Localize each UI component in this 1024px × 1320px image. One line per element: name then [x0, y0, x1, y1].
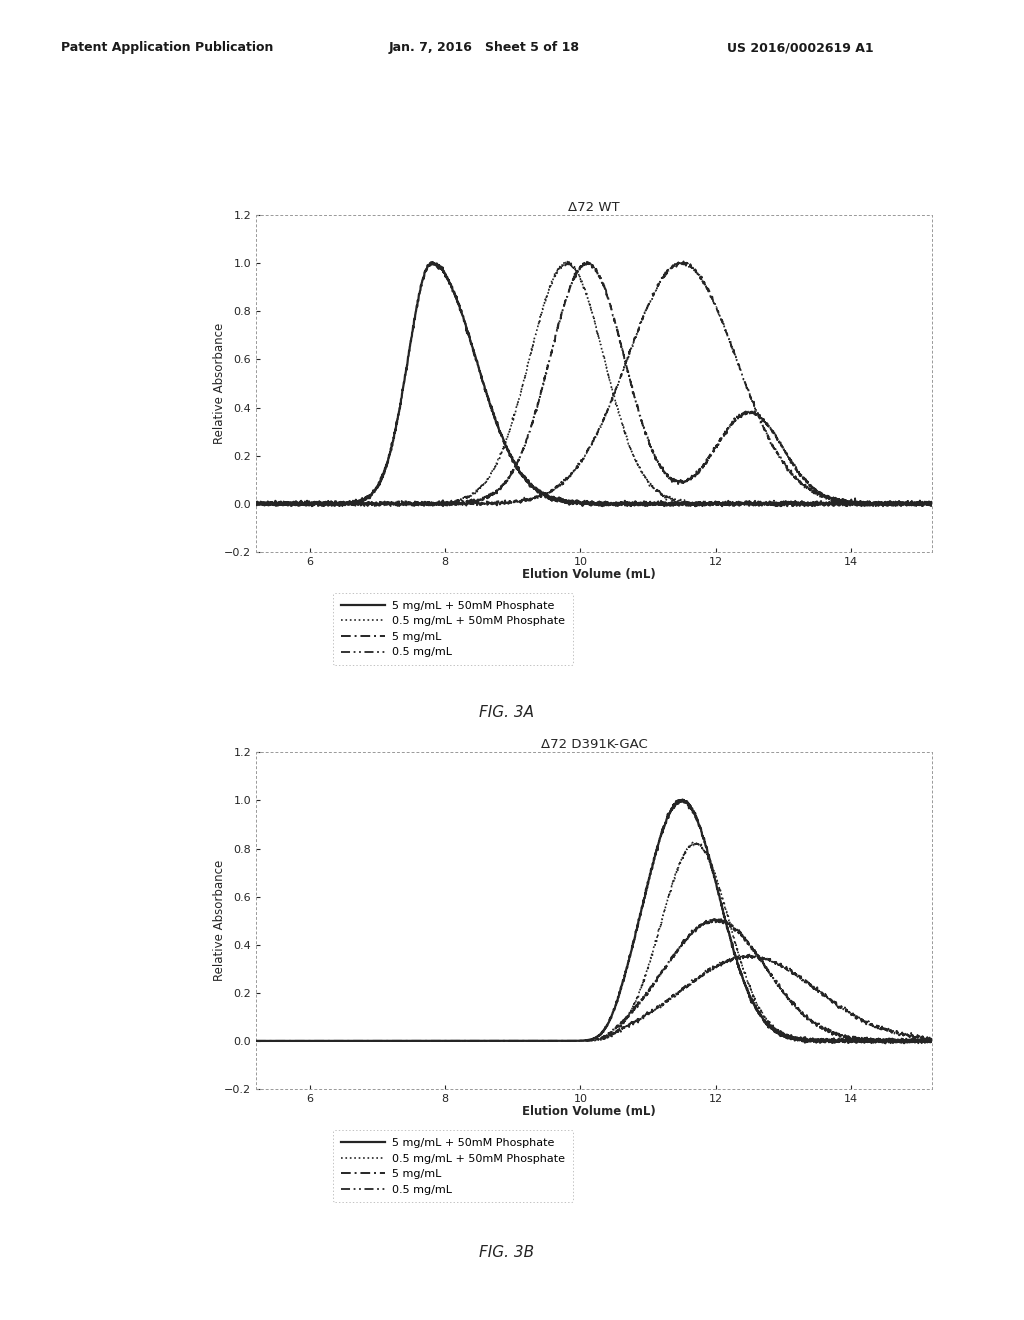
Title: Δ72 WT: Δ72 WT	[568, 201, 620, 214]
Legend: 5 mg/mL + 50mM Phosphate, 0.5 mg/mL + 50mM Phosphate, 5 mg/mL, 0.5 mg/mL: 5 mg/mL + 50mM Phosphate, 0.5 mg/mL + 50…	[333, 1130, 572, 1203]
Text: Jan. 7, 2016   Sheet 5 of 18: Jan. 7, 2016 Sheet 5 of 18	[389, 41, 581, 54]
Title: Δ72 D391K-GAC: Δ72 D391K-GAC	[541, 738, 647, 751]
Text: Elution Volume (mL): Elution Volume (mL)	[522, 1105, 655, 1118]
Text: FIG. 3B: FIG. 3B	[479, 1245, 535, 1259]
Text: Patent Application Publication: Patent Application Publication	[61, 41, 273, 54]
Text: US 2016/0002619 A1: US 2016/0002619 A1	[727, 41, 873, 54]
Y-axis label: Relative Absorbance: Relative Absorbance	[213, 323, 226, 444]
Legend: 5 mg/mL + 50mM Phosphate, 0.5 mg/mL + 50mM Phosphate, 5 mg/mL, 0.5 mg/mL: 5 mg/mL + 50mM Phosphate, 0.5 mg/mL + 50…	[333, 593, 572, 665]
Text: FIG. 3A: FIG. 3A	[479, 705, 535, 719]
Text: Elution Volume (mL): Elution Volume (mL)	[522, 568, 655, 581]
Y-axis label: Relative Absorbance: Relative Absorbance	[213, 861, 226, 981]
